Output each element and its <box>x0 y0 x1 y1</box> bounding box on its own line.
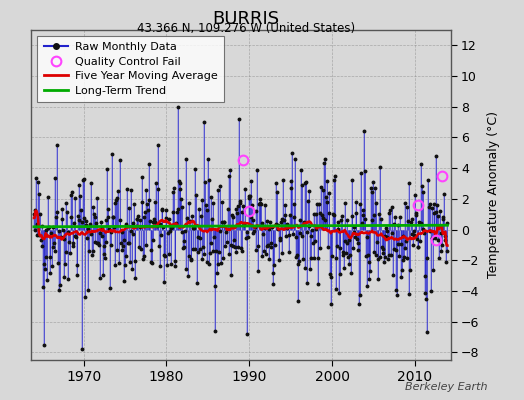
Legend: Raw Monthly Data, Quality Control Fail, Five Year Moving Average, Long-Term Tren: Raw Monthly Data, Quality Control Fail, … <box>37 36 224 102</box>
Y-axis label: Temperature Anomaly (°C): Temperature Anomaly (°C) <box>486 112 499 278</box>
Text: BURRIS: BURRIS <box>213 10 280 28</box>
Text: Berkeley Earth: Berkeley Earth <box>405 382 487 392</box>
Text: 43.366 N, 109.276 W (United States): 43.366 N, 109.276 W (United States) <box>137 22 355 35</box>
